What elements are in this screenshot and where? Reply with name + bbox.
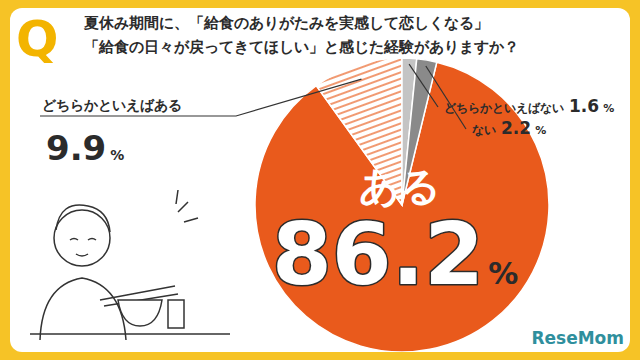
illustration — [30, 190, 230, 340]
data-label: 9.9% — [46, 128, 124, 168]
category-label: ない — [472, 123, 496, 137]
data-label: 2.2% — [501, 118, 546, 138]
labels: ある どちらかといえばある どちらかといえばないない — [40, 64, 564, 209]
hair — [56, 205, 110, 232]
category-label: どちらかといえばない — [444, 101, 564, 115]
leader-line — [409, 64, 438, 107]
body — [40, 278, 126, 340]
bowl — [118, 300, 162, 326]
source: ReseMom — [531, 328, 624, 348]
sparkle — [176, 190, 198, 222]
panel — [10, 8, 630, 352]
head — [54, 210, 110, 266]
data-label: 86.2% — [272, 204, 518, 304]
background — [0, 0, 640, 360]
badge: Q — [16, 10, 59, 68]
milk — [168, 300, 184, 328]
data-label: 1.6% — [569, 96, 614, 116]
category-label: どちらかといえばある — [42, 97, 182, 113]
leader-line — [426, 66, 466, 129]
title: 夏休み期間に、「給食のありがたみを実感して恋しくなる」 — [83, 14, 489, 32]
face — [70, 239, 96, 257]
chart: Q 夏休み期間に、「給食のありがたみを実感して恋しくなる」「給食の日々が戻ってきて… — [0, 0, 640, 360]
leader-line — [40, 79, 361, 116]
tray — [30, 333, 230, 335]
title: 「給食の日々が戻ってきてほしい」と感じた経験がありますか？ — [84, 38, 519, 56]
category-label: ある — [359, 163, 441, 209]
